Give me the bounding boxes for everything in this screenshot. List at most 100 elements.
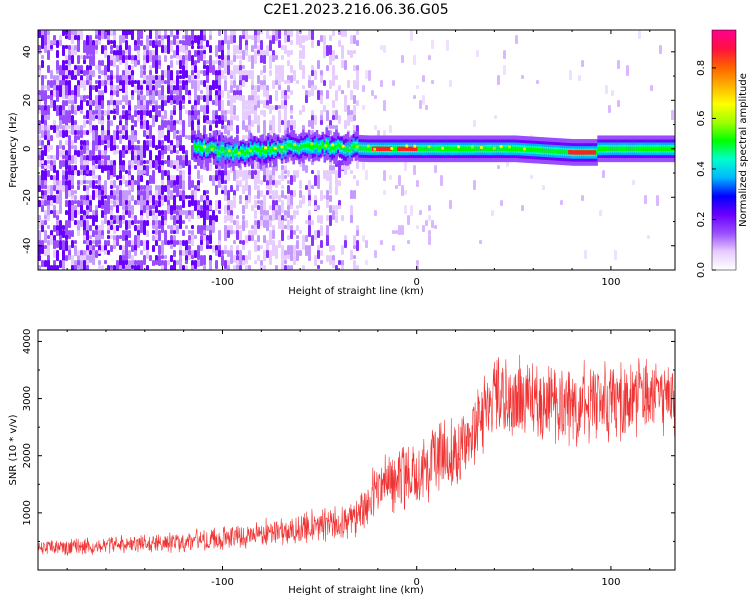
spectrogram-cell <box>161 215 164 221</box>
spectrogram-cell <box>140 85 143 90</box>
spectrogram-cell <box>65 130 68 137</box>
spectrogram-cell <box>392 245 395 251</box>
spectrogram-cell <box>134 225 137 231</box>
spectrogram-cell <box>362 235 365 242</box>
ridge-segment <box>548 148 552 154</box>
spectrogram-cell <box>56 210 59 215</box>
spectrogram-cell <box>320 240 323 248</box>
spectrogram-cell <box>236 250 239 255</box>
ridge-segment <box>195 145 198 151</box>
spectrogram-cell <box>137 200 140 205</box>
spectrogram-cell <box>74 50 77 55</box>
ridge-segment <box>628 146 631 151</box>
spectrogram-cell <box>122 35 125 43</box>
spectrogram-cell <box>128 195 131 200</box>
spectrogram-cell <box>86 265 89 270</box>
spectrogram-cell <box>104 220 107 224</box>
spectrogram-cell <box>92 190 95 200</box>
spectrogram-cell <box>170 205 173 215</box>
spectrogram-cell <box>68 65 71 71</box>
spectrogram-cell <box>167 45 170 54</box>
spectrogram-cell <box>230 85 233 93</box>
spectrogram-cell <box>77 70 80 75</box>
spectrogram-cell <box>149 140 152 147</box>
spectrogram-cell <box>209 45 212 53</box>
spectrogram-cell <box>113 90 116 95</box>
spectrogram-cell <box>332 65 335 76</box>
spectrogram-cell <box>200 205 203 210</box>
spectrogram-cell <box>50 80 53 88</box>
spectrogram-cell <box>47 145 50 152</box>
spectrogram-cell <box>338 260 341 265</box>
spectrogram-cell <box>161 245 164 255</box>
spectrogram-cell <box>80 165 83 170</box>
ridge-peak <box>583 150 587 155</box>
spectrogram-cell <box>317 40 320 46</box>
spectrogram-cell <box>86 80 89 85</box>
spectrogram-cell <box>188 50 191 61</box>
spectrogram-cell <box>134 135 137 142</box>
ridge-peak <box>585 150 589 155</box>
spectrogram-cell <box>245 255 248 264</box>
spectrogram-cell <box>188 255 191 260</box>
spectrogram-cell <box>170 55 173 59</box>
spectrogram-cell <box>80 140 83 145</box>
spectrogram-cell <box>125 75 128 85</box>
spectrogram-cell <box>221 175 224 184</box>
ridge-segment <box>418 146 422 151</box>
spectrogram-cell <box>350 205 353 211</box>
spectrogram-cell <box>119 120 122 126</box>
spectrogram-cell <box>113 195 116 200</box>
spectrogram-cell <box>272 120 275 126</box>
spectrogram-cell <box>239 225 242 229</box>
spectrogram-cell <box>311 85 314 96</box>
spectrogram-cell <box>68 130 71 134</box>
spectrogram-cell <box>341 165 344 170</box>
spectrogram-cell <box>206 60 209 64</box>
spectrogram-cell <box>188 40 191 46</box>
spectrogram-cell <box>125 150 128 154</box>
spectrogram-cell <box>38 30 41 38</box>
ridge-segment <box>447 146 451 151</box>
ridge-segment <box>513 146 517 151</box>
spectrogram-cell <box>89 235 92 239</box>
spectrogram-cell <box>80 110 83 114</box>
spectrogram-cell <box>203 235 206 241</box>
spectrogram-cell <box>338 115 341 124</box>
spectrogram-cell <box>320 260 323 264</box>
spectrogram-cell <box>92 180 95 189</box>
spectrogram-cell <box>101 205 104 209</box>
spectrogram-cell <box>197 70 200 79</box>
spectrogram-cell <box>44 250 47 256</box>
spectrogram-cell <box>128 110 131 114</box>
spectrogram-cell <box>314 70 317 80</box>
spectrogram-cell <box>179 45 182 52</box>
spectrogram-cell <box>233 255 236 263</box>
spectrogram-cell <box>320 120 323 125</box>
spectrogram-cell <box>161 255 164 259</box>
spectrogram-cell <box>143 75 146 81</box>
spectrogram-cell <box>131 185 134 192</box>
spectrogram-cell <box>380 240 383 245</box>
spectrogram-cell <box>47 50 50 60</box>
spectrogram-cell <box>212 85 215 90</box>
spectrogram-cell <box>239 55 242 59</box>
spectrogram-cell <box>365 70 368 79</box>
snr-x-axis: -100 0 100 <box>66 330 651 588</box>
spectrogram-cell <box>257 160 260 169</box>
spectrogram-cell <box>89 90 92 101</box>
spectrogram-cell <box>383 170 386 181</box>
spectrogram-cell <box>41 90 44 101</box>
spectrogram-cell <box>110 85 113 90</box>
spectrogram-cell <box>272 190 275 196</box>
spectrogram-cell <box>230 80 233 85</box>
spectrogram-cell <box>332 75 335 86</box>
ridge-segment <box>352 143 356 149</box>
snr-frame <box>37 329 676 571</box>
spectrogram-cell <box>62 160 65 167</box>
ridge-segment <box>226 149 229 154</box>
spectrogram-cell <box>152 235 155 241</box>
spectrogram-cell <box>242 240 245 245</box>
spectrogram-cell <box>143 160 146 164</box>
spectrogram-cell <box>311 40 314 48</box>
